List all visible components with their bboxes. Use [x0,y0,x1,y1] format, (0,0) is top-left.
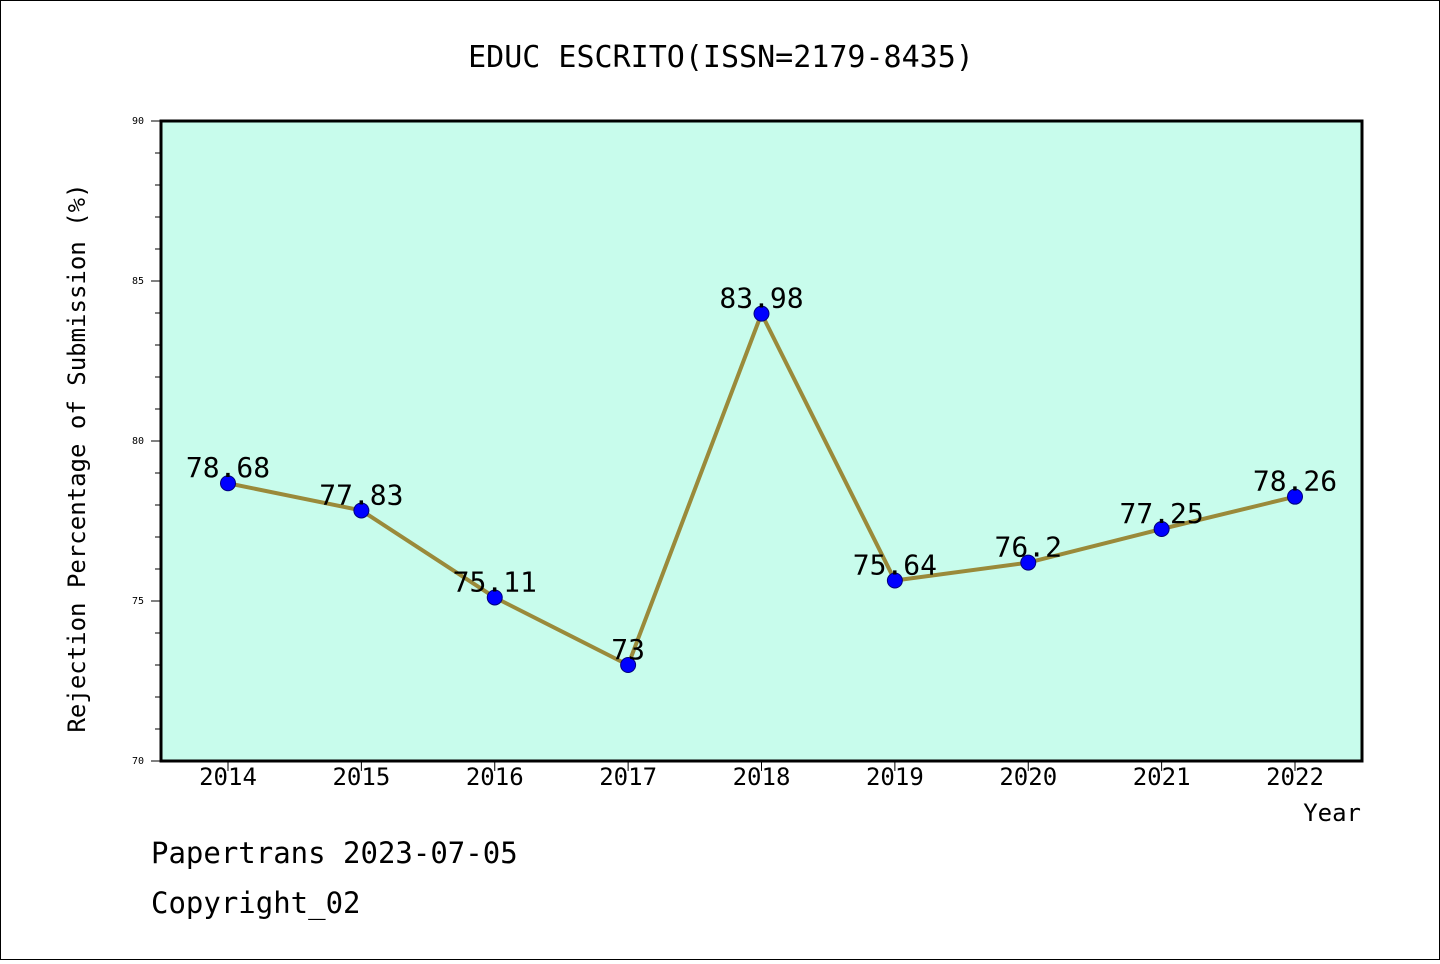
data-point [1020,554,1037,571]
footer-papertrans: Papertrans 2023-07-05 [151,836,518,870]
series-line-group [220,305,1303,673]
y-tick-label: 85 [132,276,144,287]
data-point [620,657,637,673]
plot-area [161,121,1362,761]
x-axis-label: Year [1303,799,1361,827]
y-tick-label: 75 [132,596,144,607]
data-label: 77.83 [319,478,403,511]
data-point [1287,488,1303,505]
data-point [353,502,370,519]
data-label: 78.68 [186,451,270,484]
data-label: 75.11 [453,565,537,598]
chart-title: EDUC ESCRITO(ISSN=2179-8435) [468,40,974,75]
x-tick-label: 2018 [733,763,791,791]
data-label: 73 [611,633,645,666]
data-point [1153,521,1170,537]
x-tick-label: 2019 [866,763,924,791]
y-axis-label: Rejection Percentage of Submission (%) [63,183,91,732]
x-tick-label: 2017 [599,763,657,791]
x-tick-label: 2016 [466,763,524,791]
data-point [753,305,770,322]
y-axis-ticks: 70 75 80 85 90 [132,116,161,767]
y-tick-label: 70 [132,756,144,767]
data-label: 76.2 [995,531,1062,564]
x-tick-label: 2022 [1266,763,1324,791]
x-tick-label: 2020 [999,763,1057,791]
data-point [220,475,236,492]
plot-border [159,119,1364,763]
data-point [486,589,503,606]
data-label: 83.98 [719,282,803,315]
x-axis-ticks: 2014 2015 2016 2017 2018 2019 2020 2021 2022 [199,761,1324,791]
data-label: 75.64 [853,549,937,582]
y-tick-label: 80 [132,436,144,447]
x-tick-label: 2015 [332,763,390,791]
x-tick-label: 2021 [1133,763,1191,791]
x-tick-label: 2014 [199,763,257,791]
data-label: 78.26 [1253,465,1337,498]
data-point [886,572,903,589]
footer-copyright: Copyright_02 [151,886,361,920]
data-labels-group: 78.68 77.83 75.11 73 83.98 75.64 76.2 77.25 78.2… [186,282,1337,666]
y-tick-label: 90 [132,116,144,127]
data-label: 77.25 [1119,497,1203,530]
